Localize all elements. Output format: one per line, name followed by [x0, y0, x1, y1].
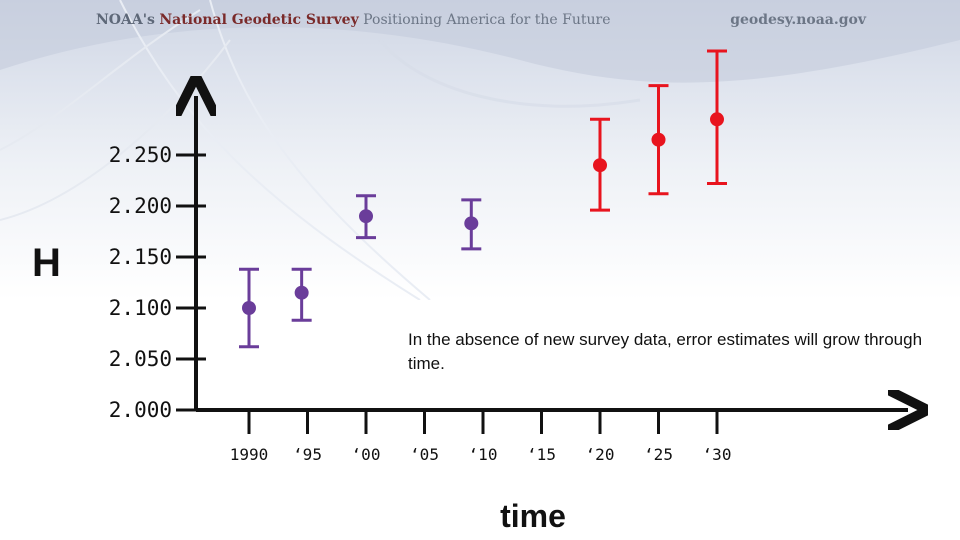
header-brand: NOAA's National Geodetic Survey Position…	[96, 12, 611, 28]
x-tick-label: ‘10	[469, 445, 498, 464]
x-tick-label: ‘25	[644, 445, 673, 464]
error-bar-point	[648, 84, 669, 196]
data-point	[464, 216, 479, 231]
data-point	[294, 285, 309, 300]
data-point	[359, 209, 373, 224]
error-bar-point	[707, 49, 727, 186]
x-axis-label: time	[500, 498, 566, 534]
data-point	[651, 132, 666, 147]
x-tick-label: ‘20	[586, 445, 615, 464]
x-tick-label: ‘00	[352, 445, 381, 464]
error-bar-point	[590, 117, 610, 212]
error-bar-point	[291, 267, 312, 322]
error-bar-point	[461, 198, 482, 251]
error-bar-point	[239, 267, 259, 349]
y-tick-label: 2.150	[109, 245, 172, 269]
y-tick-label: 2.000	[109, 398, 172, 422]
y-tick-label: 2.100	[109, 296, 172, 320]
error-bar-point	[356, 194, 376, 240]
brand-name: National Geodetic Survey	[159, 12, 359, 28]
x-tick-label: ‘05	[410, 445, 439, 464]
y-tick-label: 2.200	[109, 194, 172, 218]
globe-background-graphic	[0, 0, 960, 300]
y-tick-label: 2.250	[109, 143, 172, 167]
data-point	[710, 112, 724, 127]
brand-prefix: NOAA's	[96, 12, 155, 28]
data-point	[593, 158, 607, 173]
x-tick-label: 1990	[230, 445, 269, 464]
chart-annotation: In the absence of new survey data, error…	[408, 330, 923, 373]
header-website: geodesy.noaa.gov	[730, 12, 866, 28]
y-tick-label: 2.050	[109, 347, 172, 371]
x-tick-label: ‘15	[527, 445, 556, 464]
data-point	[242, 301, 256, 315]
x-tick-label: ‘95	[293, 445, 322, 464]
brand-tagline: Positioning America for the Future	[363, 12, 611, 28]
x-tick-label: ‘30	[703, 445, 732, 464]
y-axis-label: H	[32, 241, 61, 285]
